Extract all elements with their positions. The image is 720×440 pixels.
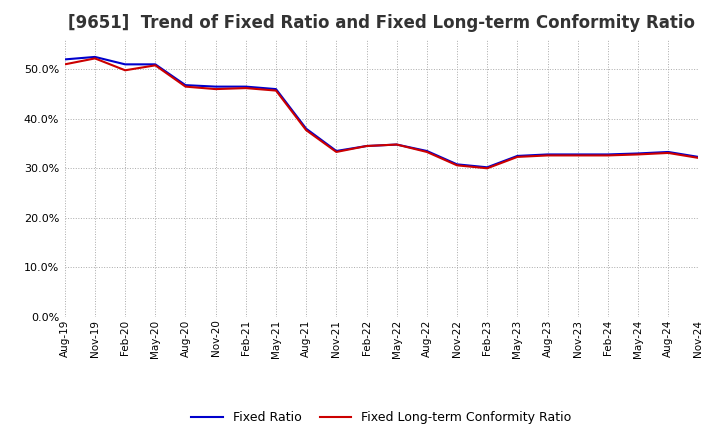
Fixed Ratio — [302, 126, 310, 131]
Fixed Ratio — [664, 149, 672, 154]
Fixed Ratio — [423, 148, 431, 154]
Fixed Long-term Conformity Ratio — [302, 128, 310, 133]
Fixed Ratio — [453, 161, 462, 167]
Fixed Long-term Conformity Ratio — [271, 88, 280, 93]
Fixed Long-term Conformity Ratio — [573, 153, 582, 158]
Line: Fixed Long-term Conformity Ratio: Fixed Long-term Conformity Ratio — [65, 59, 698, 168]
Fixed Long-term Conformity Ratio — [423, 149, 431, 154]
Fixed Long-term Conformity Ratio — [332, 149, 341, 154]
Fixed Long-term Conformity Ratio — [634, 152, 642, 157]
Fixed Long-term Conformity Ratio — [483, 165, 492, 171]
Fixed Ratio — [181, 82, 190, 88]
Fixed Long-term Conformity Ratio — [121, 68, 130, 73]
Fixed Long-term Conformity Ratio — [543, 153, 552, 158]
Legend: Fixed Ratio, Fixed Long-term Conformity Ratio: Fixed Ratio, Fixed Long-term Conformity … — [186, 406, 577, 429]
Fixed Long-term Conformity Ratio — [392, 142, 401, 147]
Fixed Long-term Conformity Ratio — [60, 62, 69, 67]
Title: [9651]  Trend of Fixed Ratio and Fixed Long-term Conformity Ratio: [9651] Trend of Fixed Ratio and Fixed Lo… — [68, 15, 695, 33]
Fixed Ratio — [573, 152, 582, 157]
Fixed Long-term Conformity Ratio — [151, 62, 160, 68]
Fixed Ratio — [694, 154, 703, 160]
Fixed Ratio — [392, 142, 401, 147]
Fixed Long-term Conformity Ratio — [664, 150, 672, 156]
Fixed Ratio — [212, 84, 220, 89]
Fixed Long-term Conformity Ratio — [362, 143, 371, 149]
Fixed Long-term Conformity Ratio — [181, 84, 190, 89]
Fixed Ratio — [513, 153, 522, 158]
Fixed Ratio — [634, 151, 642, 156]
Fixed Ratio — [603, 152, 612, 157]
Fixed Long-term Conformity Ratio — [212, 86, 220, 92]
Fixed Long-term Conformity Ratio — [91, 56, 99, 61]
Fixed Ratio — [362, 143, 371, 149]
Fixed Ratio — [60, 57, 69, 62]
Fixed Ratio — [241, 84, 250, 89]
Fixed Long-term Conformity Ratio — [694, 155, 703, 161]
Fixed Ratio — [483, 165, 492, 170]
Fixed Long-term Conformity Ratio — [453, 163, 462, 168]
Fixed Ratio — [91, 54, 99, 59]
Line: Fixed Ratio: Fixed Ratio — [65, 57, 698, 167]
Fixed Ratio — [121, 62, 130, 67]
Fixed Ratio — [332, 148, 341, 154]
Fixed Long-term Conformity Ratio — [513, 154, 522, 160]
Fixed Long-term Conformity Ratio — [241, 85, 250, 91]
Fixed Ratio — [543, 152, 552, 157]
Fixed Ratio — [151, 62, 160, 67]
Fixed Ratio — [271, 86, 280, 92]
Fixed Long-term Conformity Ratio — [603, 153, 612, 158]
